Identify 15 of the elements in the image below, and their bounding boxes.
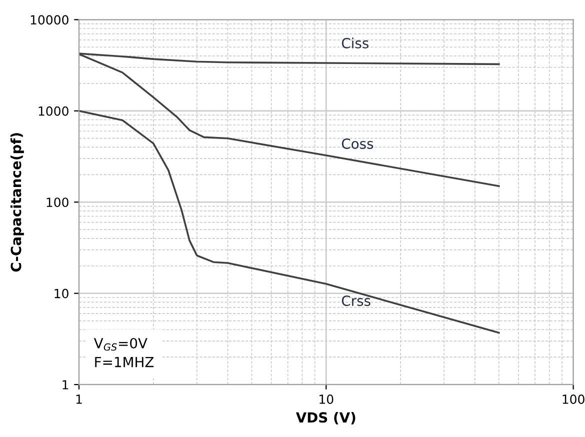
y-tick-label: 10 <box>54 288 68 298</box>
y-tick-label: 100 <box>46 198 68 208</box>
series-label: Crss <box>342 296 370 306</box>
x-axis-title: VDS (V) <box>296 412 356 424</box>
y-tick-label: 1000 <box>38 106 68 116</box>
x-tick-label: 1 <box>76 394 82 404</box>
series-label: Coss <box>342 138 374 149</box>
annotation: F=1MHZ <box>95 356 154 368</box>
y-tick-label: 10000 <box>30 15 68 25</box>
y-tick-label: 1 <box>62 380 68 390</box>
series-label: Ciss <box>342 38 368 48</box>
x-tick-label: 100 <box>562 394 584 404</box>
annotation: V$_{GS}$=0V <box>94 338 148 351</box>
x-tick-label: 10 <box>320 394 334 404</box>
y-axis-title: C-Capacitance(pf) <box>10 133 24 272</box>
